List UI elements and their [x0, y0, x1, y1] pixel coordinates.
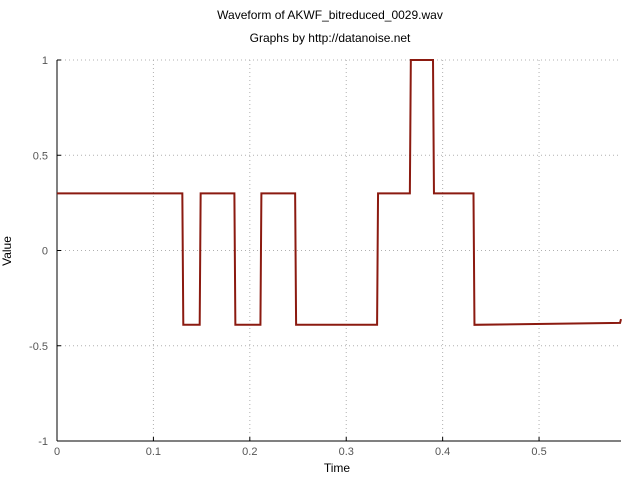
- y-tick-label: 0: [42, 246, 48, 258]
- y-tick-label: 0.5: [33, 150, 48, 162]
- series: [57, 59, 622, 326]
- x-tick-label: 0.5: [531, 446, 546, 458]
- y-tick-label: 1: [42, 55, 48, 67]
- grid: [57, 59, 621, 441]
- x-tick-label: 0.4: [435, 446, 450, 458]
- x-tick-label: 0.2: [242, 446, 257, 458]
- chart-title: Waveform of AKWF_bitreduced_0029.wav: [217, 8, 443, 22]
- waveform-line: [57, 59, 622, 326]
- chart-subtitle: Graphs by http://datanoise.net: [250, 31, 411, 45]
- x-tick-label: 0.3: [339, 446, 354, 458]
- y-tick-labels: -1 -0.5 0 0.5 1: [29, 55, 48, 448]
- y-tick-label: -1: [38, 436, 48, 448]
- x-tick-label: 0: [54, 446, 60, 458]
- axes: [56, 59, 621, 442]
- x-tick-label: 0.1: [146, 446, 161, 458]
- y-tick-label: -0.5: [29, 341, 48, 353]
- x-axis-label: Time: [324, 461, 351, 475]
- x-tick-labels: 0 0.1 0.2 0.3 0.4 0.5: [54, 446, 547, 458]
- y-axis-label: Value: [0, 236, 14, 266]
